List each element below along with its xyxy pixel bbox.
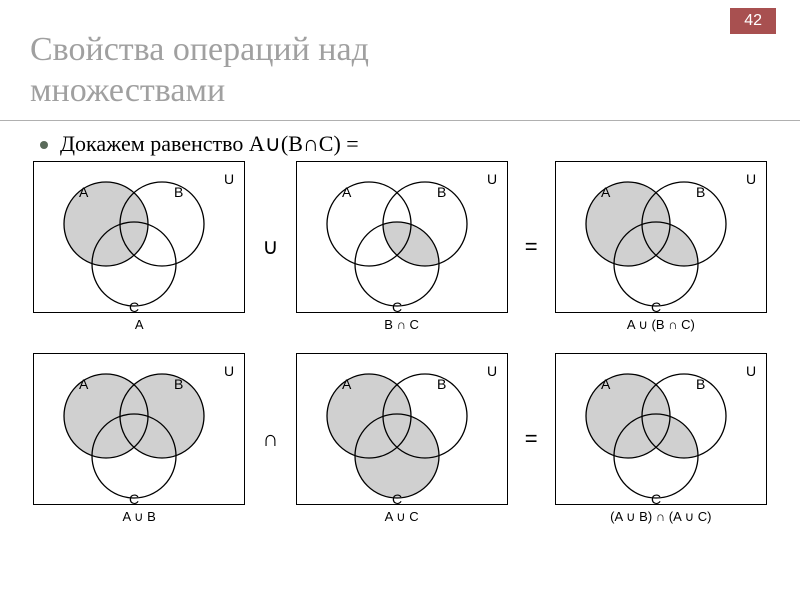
svg-text:A: A (601, 376, 611, 392)
subtitle-row: Докажем равенство A∪(B∩C) = (0, 121, 800, 157)
operator-row1-2: = (513, 234, 550, 260)
venn-row2-2: A B C U A ∪ C (290, 353, 512, 525)
svg-text:C: C (392, 491, 402, 504)
venn-caption: A (135, 317, 144, 332)
svg-text:A: A (601, 184, 611, 200)
svg-text:B: B (696, 376, 705, 392)
venn-panel: A B C U (296, 161, 508, 313)
subtitle-prefix: Докажем равенство (60, 131, 249, 156)
svg-text:C: C (129, 491, 139, 504)
venn-panel: A B C U (33, 353, 245, 505)
svg-text:A: A (342, 184, 352, 200)
svg-text:B: B (696, 184, 705, 200)
page-number: 42 (730, 8, 776, 34)
svg-text:A: A (342, 376, 352, 392)
svg-text:C: C (129, 299, 139, 312)
svg-text:B: B (437, 184, 446, 200)
venn-caption: A ∪ B (122, 509, 155, 525)
venn-panel: A B C U (296, 353, 508, 505)
svg-text:U: U (224, 171, 234, 187)
svg-text:U: U (487, 171, 497, 187)
venn-row2-1: A B C U A ∪ B (28, 353, 250, 525)
venn-row1-2: A B C U B ∩ C (290, 161, 512, 332)
svg-text:U: U (746, 171, 756, 187)
svg-text:B: B (174, 184, 183, 200)
diagram-grid: A B C U A ∪ A B C U B ∩ C = A B C U A ∪ (B ∩ C) A B C U… (0, 157, 800, 539)
svg-text:C: C (392, 299, 402, 312)
venn-row1-3: A B C U A ∪ (B ∩ C) (550, 161, 772, 333)
bullet-icon (40, 141, 48, 149)
page-title: Свойства операций над множествами (30, 30, 770, 112)
subtitle-formula: A∪(B∩C) = (249, 131, 359, 156)
svg-text:B: B (174, 376, 183, 392)
title-line-2: множествами (30, 72, 225, 109)
title-line-1: Свойства операций над (30, 31, 369, 68)
svg-text:U: U (746, 363, 756, 379)
operator-row2-2: = (513, 426, 550, 452)
svg-text:A: A (79, 184, 89, 200)
venn-caption: (A ∪ B) ∩ (A ∪ C) (610, 509, 711, 525)
venn-panel: A B C U (33, 161, 245, 313)
svg-text:U: U (224, 363, 234, 379)
svg-text:A: A (79, 376, 89, 392)
venn-row2-3: A B C U (A ∪ B) ∩ (A ∪ C) (550, 353, 772, 525)
title-block: Свойства операций над множествами (0, 0, 800, 121)
subtitle-text: Докажем равенство A∪(B∩C) = (60, 131, 359, 157)
svg-text:C: C (651, 491, 661, 504)
venn-caption: A ∪ C (385, 509, 419, 525)
svg-text:U: U (487, 363, 497, 379)
venn-caption: B ∩ C (384, 317, 419, 332)
venn-row1-1: A B C U A (28, 161, 250, 332)
venn-caption: A ∪ (B ∩ C) (627, 317, 695, 333)
svg-text:B: B (437, 376, 446, 392)
operator-row1-1: ∪ (250, 234, 290, 260)
operator-row2-1: ∩ (250, 426, 290, 452)
venn-panel: A B C U (555, 353, 767, 505)
venn-panel: A B C U (555, 161, 767, 313)
svg-text:C: C (651, 299, 661, 312)
